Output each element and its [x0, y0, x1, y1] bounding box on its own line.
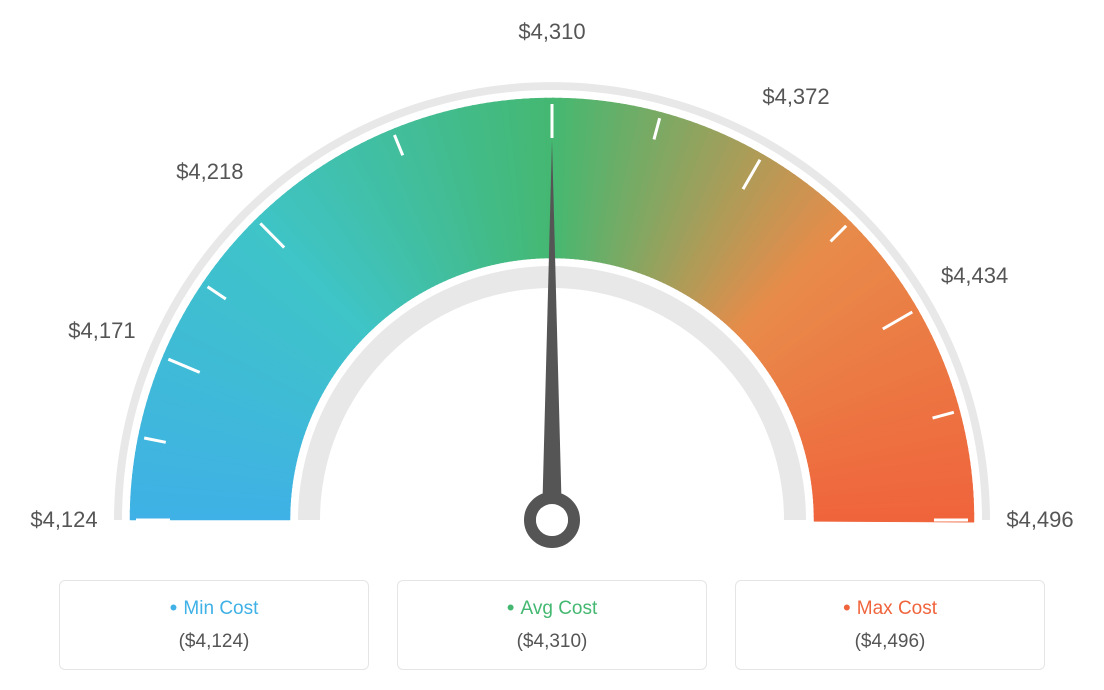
- legend-card-avg: Avg Cost ($4,310): [397, 580, 707, 670]
- gauge-chart: $4,124 $4,171 $4,218 $4,310 $4,372 $4,434 $4,4…: [22, 20, 1082, 560]
- gauge-tick-label: $4,171: [68, 318, 135, 344]
- legend-card-min: Min Cost ($4,124): [59, 580, 369, 670]
- legend-value-avg: ($4,310): [416, 631, 688, 653]
- gauge-tick-label: $4,496: [1006, 507, 1073, 533]
- gauge-tick-label: $4,372: [762, 84, 829, 110]
- legend-title-max: Max Cost: [754, 595, 1026, 621]
- legend-card-max: Max Cost ($4,496): [735, 580, 1045, 670]
- gauge-tick-label: $4,310: [518, 19, 585, 45]
- gauge-tick-label: $4,218: [176, 159, 243, 185]
- legend-row: Min Cost ($4,124) Avg Cost ($4,310) Max …: [20, 580, 1084, 670]
- legend-value-min: ($4,124): [78, 631, 350, 653]
- legend-title-avg: Avg Cost: [416, 595, 688, 621]
- legend-value-max: ($4,496): [754, 631, 1026, 653]
- gauge-svg: [22, 20, 1082, 560]
- legend-title-min: Min Cost: [78, 595, 350, 621]
- gauge-tick-label: $4,124: [30, 507, 97, 533]
- gauge-tick-label: $4,434: [941, 263, 1008, 289]
